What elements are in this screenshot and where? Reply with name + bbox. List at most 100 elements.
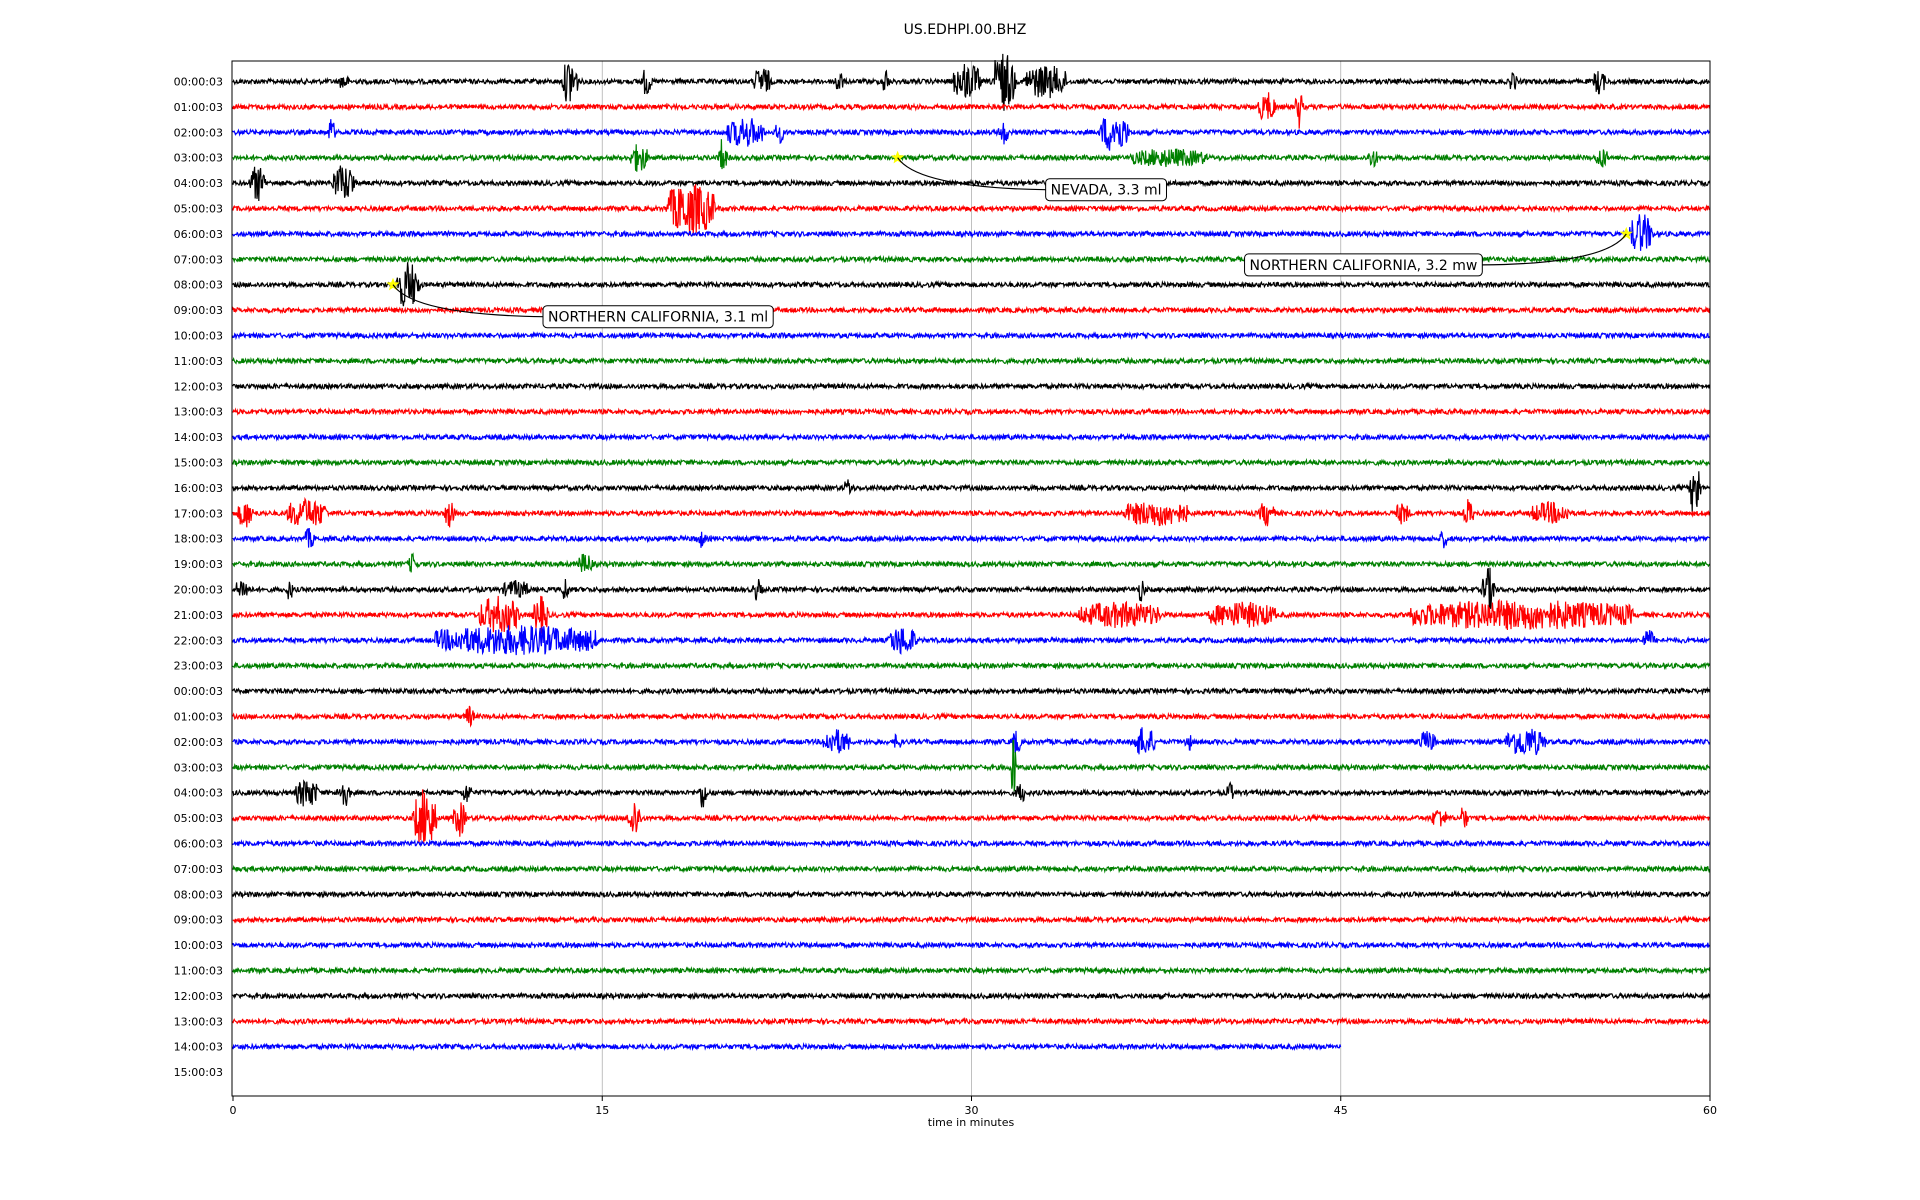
event-annotation: NEVADA, 3.3 ml xyxy=(891,150,1167,202)
row-time-label: 01:00:03 xyxy=(174,711,223,724)
row-time-label: 06:00:03 xyxy=(174,838,223,851)
row-time-label: 05:00:03 xyxy=(174,812,223,825)
trace-row xyxy=(232,262,1710,307)
row-time-label: 12:00:03 xyxy=(174,990,223,1003)
row-time-label: 05:00:03 xyxy=(174,203,223,216)
event-label: NORTHERN CALIFORNIA, 3.1 ml xyxy=(548,310,768,326)
row-time-label: 03:00:03 xyxy=(174,152,223,165)
row-time-label: 04:00:03 xyxy=(174,787,223,800)
row-time-label: 17:00:03 xyxy=(174,507,223,520)
row-time-label: 19:00:03 xyxy=(174,558,223,571)
trace-row xyxy=(232,381,1711,391)
row-time-label: 02:00:03 xyxy=(174,126,223,139)
event-annotation: NORTHERN CALIFORNIA, 3.1 ml xyxy=(386,277,774,329)
x-tick-label: 45 xyxy=(1334,1104,1348,1117)
row-time-label: 10:00:03 xyxy=(174,939,223,952)
trace-row xyxy=(232,214,1711,251)
x-tick-label: 0 xyxy=(230,1104,237,1117)
trace-row xyxy=(232,965,1711,976)
row-time-label: 02:00:03 xyxy=(174,736,223,749)
event-star-icon xyxy=(386,277,400,291)
row-time-label: 04:00:03 xyxy=(174,177,223,190)
trace-row xyxy=(232,889,1711,899)
row-time-label: 13:00:03 xyxy=(174,1015,223,1028)
trace-row xyxy=(232,940,1711,950)
x-axis-ticks: 0 15 30 45 60 xyxy=(230,1096,1717,1117)
row-time-label: 01:00:03 xyxy=(174,101,223,114)
row-time-label: 16:00:03 xyxy=(174,482,223,495)
trace-row xyxy=(232,552,1711,573)
trace-row xyxy=(232,330,1711,341)
row-time-label: 07:00:03 xyxy=(174,253,223,266)
row-time-label: 15:00:03 xyxy=(174,457,223,470)
row-time-label: 03:00:03 xyxy=(174,761,223,774)
trace-row xyxy=(232,53,1711,111)
x-tick-label: 30 xyxy=(965,1104,979,1117)
trace-row xyxy=(232,914,1711,925)
row-time-label: 11:00:03 xyxy=(174,355,223,368)
row-time-label: 22:00:03 xyxy=(174,634,223,647)
trace-row xyxy=(232,705,1711,728)
trace-row xyxy=(232,595,1711,634)
trace-row xyxy=(232,471,1711,512)
row-time-label: 00:00:03 xyxy=(174,76,223,89)
event-connector xyxy=(897,157,1046,191)
trace-row xyxy=(232,789,1710,844)
row-time-label: 14:00:03 xyxy=(174,431,223,444)
trace-row xyxy=(232,625,1710,656)
trace-row xyxy=(232,1041,1342,1052)
trace-row xyxy=(232,1016,1711,1026)
row-time-label: 20:00:03 xyxy=(174,584,223,597)
trace-row xyxy=(232,864,1711,874)
trace-row xyxy=(232,496,1711,528)
trace-row xyxy=(232,739,1711,792)
trace-row xyxy=(232,139,1711,172)
trace-row xyxy=(232,407,1711,417)
seismic-traces xyxy=(232,53,1711,1052)
row-time-labels: 00:00:03 01:00:03 02:00:03 03:00:03 04:00:03… xyxy=(174,76,223,1080)
trace-row xyxy=(232,991,1711,1001)
trace-row xyxy=(232,356,1711,366)
row-time-label: 14:00:03 xyxy=(174,1041,223,1054)
row-time-label: 13:00:03 xyxy=(174,406,223,419)
trace-row xyxy=(232,660,1711,671)
event-annotation: NORTHERN CALIFORNIA, 3.2 mw xyxy=(1244,226,1633,277)
trace-row xyxy=(232,432,1710,442)
event-annotations: NEVADA, 3.3 ml NORTHERN CALIFORNIA, 3.2 m… xyxy=(386,150,1633,329)
x-tick-label: 15 xyxy=(595,1104,609,1117)
row-time-label: 18:00:03 xyxy=(174,533,223,546)
row-time-label: 09:00:03 xyxy=(174,914,223,927)
row-time-label: 08:00:03 xyxy=(174,279,223,292)
trace-row xyxy=(232,184,1711,236)
row-time-label: 09:00:03 xyxy=(174,304,223,317)
trace-row xyxy=(232,457,1710,468)
row-time-label: 23:00:03 xyxy=(174,660,223,673)
row-time-label: 08:00:03 xyxy=(174,888,223,901)
chart-title: US.EDHPI.00.BHZ xyxy=(904,22,1027,38)
x-tick-label: 60 xyxy=(1703,1104,1717,1117)
row-time-label: 21:00:03 xyxy=(174,609,223,622)
trace-row xyxy=(232,686,1711,696)
trace-row xyxy=(232,92,1711,129)
row-time-label: 06:00:03 xyxy=(174,228,223,241)
trace-row xyxy=(232,727,1711,756)
row-time-label: 11:00:03 xyxy=(174,965,223,978)
event-label: NORTHERN CALIFORNIA, 3.2 mw xyxy=(1250,258,1478,274)
x-axis-label: time in minutes xyxy=(928,1116,1015,1129)
event-connector xyxy=(392,284,544,318)
event-connector xyxy=(1482,233,1627,266)
event-star-icon xyxy=(891,150,905,164)
row-time-label: 00:00:03 xyxy=(174,685,223,698)
trace-row xyxy=(232,838,1711,849)
trace-row xyxy=(232,305,1711,315)
row-time-label: 15:00:03 xyxy=(174,1066,223,1079)
row-time-label: 10:00:03 xyxy=(174,330,223,343)
trace-row xyxy=(232,527,1710,549)
event-label: NEVADA, 3.3 ml xyxy=(1051,183,1162,199)
row-time-label: 07:00:03 xyxy=(174,863,223,876)
trace-row xyxy=(232,779,1710,808)
plot-frame xyxy=(231,60,1711,1097)
event-star-icon xyxy=(1619,226,1633,240)
row-time-label: 12:00:03 xyxy=(174,380,223,393)
